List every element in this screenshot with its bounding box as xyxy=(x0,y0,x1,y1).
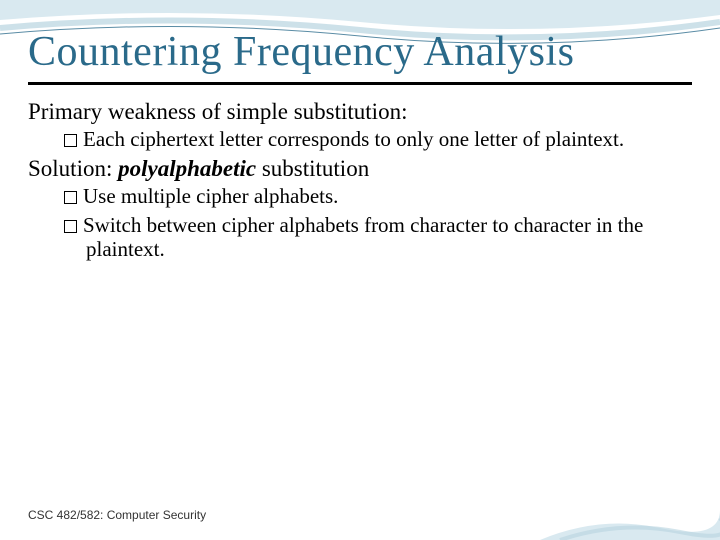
section-heading-2: Solution: polyalphabetic substitution xyxy=(28,156,692,182)
section-heading-1: Primary weakness of simple substitution: xyxy=(28,99,692,125)
bullet-item: Each ciphertext letter corresponds to on… xyxy=(64,127,692,152)
decorative-corner-swoosh xyxy=(540,460,720,540)
bullet-text: Switch between cipher alphabets from cha… xyxy=(83,213,643,262)
slide-title: Countering Frequency Analysis xyxy=(28,28,692,76)
slide-content: Countering Frequency Analysis Primary we… xyxy=(0,0,720,540)
heading-suffix: substitution xyxy=(256,156,369,181)
bullet-item: Switch between cipher alphabets from cha… xyxy=(64,213,692,263)
heading-emphasis: polyalphabetic xyxy=(118,156,256,181)
title-underline xyxy=(28,82,692,85)
heading-prefix: Solution: xyxy=(28,156,118,181)
square-bullet-icon xyxy=(64,191,77,204)
square-bullet-icon xyxy=(64,220,77,233)
slide-footer: CSC 482/582: Computer Security xyxy=(28,508,206,522)
bullet-text: Use multiple cipher alphabets. xyxy=(83,184,338,208)
bullet-text: Each ciphertext letter corresponds to on… xyxy=(83,127,624,151)
bullet-item: Use multiple cipher alphabets. xyxy=(64,184,692,209)
slide-body: Primary weakness of simple substitution:… xyxy=(28,99,692,262)
square-bullet-icon xyxy=(64,134,77,147)
